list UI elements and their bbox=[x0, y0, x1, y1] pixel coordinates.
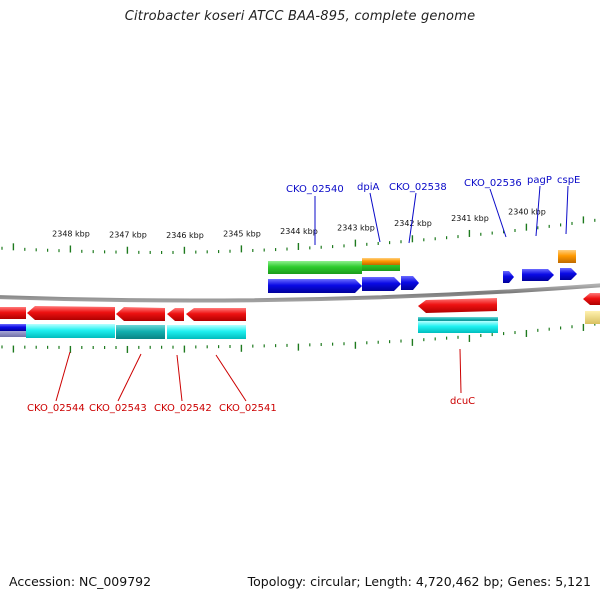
cds-left-edge-blue[interactable] bbox=[0, 324, 26, 331]
gene-label-cko-02536[interactable]: CKO_02536 bbox=[464, 178, 522, 189]
genome-backbone bbox=[0, 283, 600, 303]
cds-left-edge-grey[interactable] bbox=[0, 331, 26, 337]
gene-arrow-cko-02536[interactable] bbox=[503, 271, 514, 283]
gene-label-cko-02540[interactable]: CKO_02540 bbox=[286, 184, 344, 195]
gene-label-cko-02542[interactable]: CKO_02542 bbox=[154, 403, 212, 414]
gene-arrow-dpia-rna[interactable] bbox=[362, 258, 400, 265]
gene-arrow-cko-02540-cds[interactable] bbox=[268, 261, 362, 274]
forward-ticks bbox=[1, 216, 596, 254]
gene-arrow-cspe[interactable] bbox=[560, 268, 577, 280]
gene-label-cko-02544[interactable]: CKO_02544 bbox=[27, 403, 85, 414]
reverse-label-leaders bbox=[55, 348, 462, 402]
gene-label-cko-02543[interactable]: CKO_02543 bbox=[89, 403, 147, 414]
gene-label-cko-02538[interactable]: CKO_02538 bbox=[389, 182, 447, 193]
kbp-label: 2341 kbp bbox=[451, 214, 489, 223]
gene-label-cspe[interactable]: cspE bbox=[557, 175, 580, 186]
gene-arrow-cko-02538[interactable] bbox=[401, 276, 419, 290]
cds-right-edge[interactable] bbox=[585, 311, 600, 324]
kbp-label: 2340 kbp bbox=[508, 208, 546, 217]
cds-cko-02544[interactable] bbox=[26, 324, 115, 338]
gene-arrow-dcuc[interactable] bbox=[418, 298, 497, 313]
gene-arrow-cko-02542[interactable] bbox=[167, 308, 184, 321]
kbp-label: 2343 kbp bbox=[337, 224, 375, 233]
forward-label-leaders bbox=[314, 185, 569, 245]
map-title: Citrobacter koseri ATCC BAA-895, complet… bbox=[124, 9, 476, 24]
reverse-ticks bbox=[1, 322, 596, 353]
topology-text: Topology: circular; Length: 4,720,462 bp… bbox=[247, 574, 591, 589]
accession-text: Accession: NC_009792 bbox=[9, 574, 152, 589]
gene-label-dpia[interactable]: dpiA bbox=[357, 182, 379, 193]
kbp-labels: 2348 kbp 2347 kbp 2346 kbp 2345 kbp 2344 kbp… bbox=[52, 208, 546, 240]
kbp-label: 2344 kbp bbox=[280, 227, 318, 236]
gene-arrow-cko-02541[interactable] bbox=[186, 308, 246, 321]
cds-cko-02542-02541[interactable] bbox=[167, 325, 246, 339]
kbp-label: 2342 kbp bbox=[394, 219, 432, 228]
gene-arrow-right-edge[interactable] bbox=[583, 293, 600, 305]
cds-dcuc[interactable] bbox=[418, 321, 498, 333]
gene-arrow-left-edge[interactable] bbox=[0, 307, 26, 319]
kbp-label: 2346 kbp bbox=[166, 231, 204, 240]
gene-label-dcuc[interactable]: dcuC bbox=[450, 396, 475, 407]
kbp-label: 2347 kbp bbox=[109, 231, 147, 240]
gene-arrow-cko-02540[interactable] bbox=[268, 279, 362, 293]
cds-dcuc-top[interactable] bbox=[418, 317, 498, 322]
gene-arrow-pagp[interactable] bbox=[522, 269, 554, 281]
gene-arrow-dpia[interactable] bbox=[362, 277, 401, 291]
gene-label-cko-02541[interactable]: CKO_02541 bbox=[219, 403, 277, 414]
gene-arrow-cspe-rna[interactable] bbox=[558, 250, 576, 263]
gene-arrow-cko-02544[interactable] bbox=[27, 306, 115, 320]
cds-cko-02543[interactable] bbox=[116, 325, 165, 339]
gene-label-pagp[interactable]: pagP bbox=[527, 175, 552, 186]
forward-strand-features bbox=[268, 250, 577, 293]
kbp-label: 2345 kbp bbox=[223, 229, 261, 238]
gene-arrow-cko-02543[interactable] bbox=[116, 307, 165, 321]
kbp-label: 2348 kbp bbox=[52, 230, 90, 239]
reverse-strand-features bbox=[0, 293, 600, 339]
